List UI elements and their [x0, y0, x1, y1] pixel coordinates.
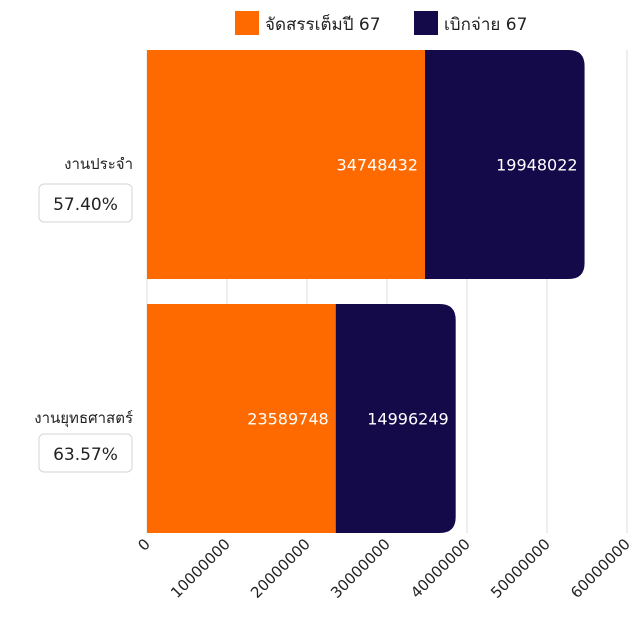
bar-value-label-0-1: 19948022: [496, 156, 577, 175]
x-tick-label-1: 10000000: [167, 535, 234, 602]
legend: จัดสรรเต็มปี 67 เบิกจ่าย 67: [235, 11, 527, 35]
percent-label-strategic: 63.57%: [53, 445, 118, 465]
bar-1-0: [147, 304, 336, 533]
bar-value-labels: 34748432 19948022 23589748 14996249: [247, 156, 577, 429]
percent-badge-strategic: [38, 433, 133, 473]
bar-0-1: [424, 50, 585, 279]
legend-swatch-allocated: [235, 11, 259, 35]
bar-1-1: [335, 304, 456, 533]
bars: [147, 50, 585, 533]
x-tick-label-4: 40000000: [407, 535, 474, 602]
x-tick-label-0: 0: [134, 535, 153, 554]
percent-badge-routine: [38, 183, 133, 223]
percent-label-routine: 57.40%: [53, 195, 118, 215]
x-tick-label-2: 20000000: [247, 535, 314, 602]
bar-0-0: [147, 50, 425, 279]
x-tick-label-3: 30000000: [327, 535, 394, 602]
category-label-strategic: งานยุทธศาสตร์: [34, 409, 133, 428]
legend-label-disbursed: เบิกจ่าย 67: [444, 15, 527, 35]
bar-value-label-1-1: 14996249: [367, 410, 448, 429]
x-axis-ticks: 0 10000000 20000000 30000000 40000000 5000000…: [134, 535, 633, 602]
legend-label-allocated: จัดสรรเต็มปี 67: [265, 13, 381, 35]
bar-value-label-0-0: 34748432: [337, 156, 418, 175]
category-labels: งานประจำ 57.40% งานยุทธศาสตร์ 63.57%: [34, 155, 133, 473]
legend-swatch-disbursed: [414, 11, 438, 35]
category-label-routine: งานประจำ: [64, 155, 133, 173]
x-tick-label-6: 60000000: [567, 535, 634, 602]
x-tick-label-5: 50000000: [487, 535, 554, 602]
bar-value-label-1-0: 23589748: [247, 410, 328, 429]
